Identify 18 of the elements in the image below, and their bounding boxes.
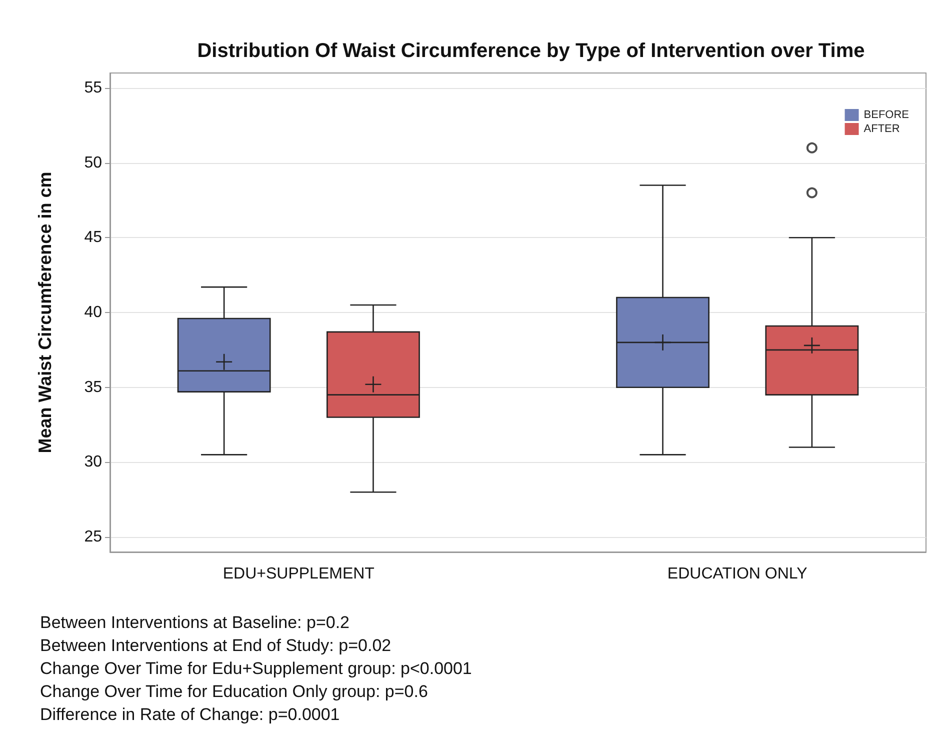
- text: Difference in Rate of Change: p=0.0001: [40, 705, 340, 724]
- y-tick-label: 50: [84, 154, 102, 172]
- x-tick-label: EDUCATION ONLY: [667, 566, 808, 582]
- text: Between Interventions at End of Study: p=0.02: [40, 636, 392, 655]
- text: Between Interventions at Baseline: p=0.2: [40, 613, 350, 632]
- text: Change Over Time for Edu+Supplement group: p<0.0001: [40, 659, 472, 678]
- legend-label: AFTER: [864, 123, 900, 135]
- y-tick-label: 45: [84, 229, 102, 246]
- legend-label: BEFORE: [864, 109, 910, 121]
- x-tick-label: EDU+SUPPLEMENT: [222, 566, 375, 582]
- y-tick-label: 40: [84, 304, 102, 321]
- text: Change Over Time for Education Only group: p=0.6: [40, 682, 428, 701]
- y-tick-label: 25: [84, 528, 102, 546]
- y-tick-label: 30: [84, 454, 102, 471]
- chart-title: Distribution Of Waist Circumference by Type of Intervention over Time: [197, 40, 865, 62]
- y-tick-label: 55: [84, 79, 102, 96]
- y-tick-label: 35: [84, 378, 102, 396]
- y-axis-title: Mean Waist Circumference in cm: [35, 172, 55, 454]
